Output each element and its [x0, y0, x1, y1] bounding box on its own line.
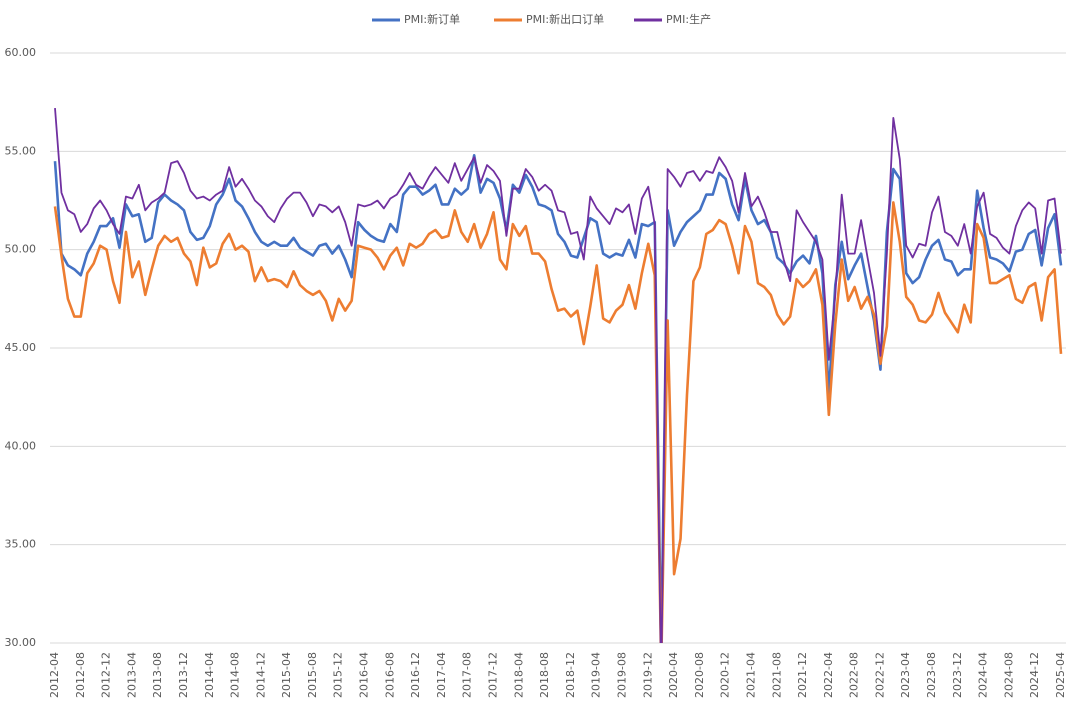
y-tick-label: 60.00: [5, 46, 37, 59]
x-tick-label: 2018-08: [538, 652, 551, 698]
x-tick-label: 2023-12: [951, 652, 964, 698]
x-tick-label: 2022-12: [873, 652, 886, 698]
y-tick-label: 35.00: [5, 538, 37, 551]
x-tick-label: 2017-08: [461, 652, 474, 698]
y-tick-label: 30.00: [5, 636, 37, 649]
x-tick-label: 2015-12: [332, 652, 345, 698]
x-tick-label: 2012-08: [74, 652, 87, 698]
x-tick-label: 2014-08: [229, 652, 242, 698]
y-tick-label: 45.00: [5, 341, 37, 354]
x-tick-label: 2022-08: [848, 652, 861, 698]
legend-label: PMI:生产: [666, 12, 711, 26]
x-tick-label: 2012-12: [100, 652, 113, 698]
plot: [53, 108, 1063, 643]
x-tick-label: 2014-04: [203, 652, 216, 698]
x-tick-label: 2020-04: [667, 652, 680, 698]
x-tick-label: 2025-04: [1054, 652, 1067, 698]
legend-label: PMI:新订单: [404, 12, 460, 26]
x-tick-label: 2019-04: [590, 652, 603, 698]
x-tick-label: 2020-08: [693, 652, 706, 698]
x-tick-label: 2016-04: [358, 652, 371, 698]
x-tick-label: 2023-08: [925, 652, 938, 698]
x-tick-label: 2020-12: [719, 652, 732, 698]
x-tick-label: 2019-08: [615, 652, 628, 698]
x-tick-label: 2012-04: [48, 652, 61, 698]
x-tick-label: 2024-12: [1028, 652, 1041, 698]
x-tick-label: 2022-04: [822, 652, 835, 698]
series-line: [54, 108, 1062, 643]
x-tick-label: 2021-08: [770, 652, 783, 698]
x-tick-label: 2021-12: [796, 652, 809, 698]
x-tick-label: 2015-04: [280, 652, 293, 698]
x-tick-label: 2024-04: [977, 652, 990, 698]
legend: PMI:新订单 PMI:新出口订单 PMI:生产: [372, 12, 711, 26]
x-tick-label: 2014-12: [254, 652, 267, 698]
x-tick-label: 2019-12: [641, 652, 654, 698]
x-tick-label: 2016-12: [409, 652, 422, 698]
x-tick-label: 2016-08: [383, 652, 396, 698]
y-tick-label: 40.00: [5, 439, 37, 452]
y-tick-label: 50.00: [5, 243, 37, 256]
series-line: [53, 153, 1063, 643]
x-tick-label: 2021-04: [744, 652, 757, 698]
x-tick-label: 2017-12: [487, 652, 500, 698]
x-tick-label: 2017-04: [435, 652, 448, 698]
x-tick-label: 2013-04: [125, 652, 138, 698]
x-tick-label: 2018-04: [512, 652, 525, 698]
grid: 30.00 35.00 40.00 45.00 50.00 55.00 60.00 2012-…: [5, 46, 1068, 698]
x-tick-label: 2013-08: [151, 652, 164, 698]
legend-label: PMI:新出口订单: [526, 12, 604, 26]
x-tick-label: 2013-12: [177, 652, 190, 698]
series-line: [53, 201, 1063, 643]
x-tick-label: 2018-12: [564, 652, 577, 698]
x-tick-label: 2024-08: [1002, 652, 1015, 698]
x-tick-label: 2023-04: [899, 652, 912, 698]
x-tick-label: 2015-08: [306, 652, 319, 698]
y-tick-label: 55.00: [5, 144, 37, 157]
